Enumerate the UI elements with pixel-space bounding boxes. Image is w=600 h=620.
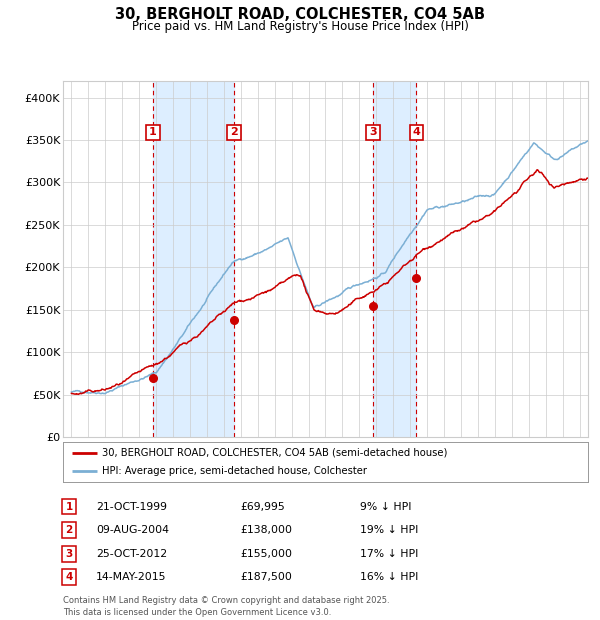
Text: Price paid vs. HM Land Registry's House Price Index (HPI): Price paid vs. HM Land Registry's House … (131, 20, 469, 33)
Text: £69,995: £69,995 (240, 502, 285, 512)
Text: 3: 3 (65, 549, 73, 559)
Text: £187,500: £187,500 (240, 572, 292, 582)
Text: 09-AUG-2004: 09-AUG-2004 (96, 525, 169, 535)
Text: 4: 4 (65, 572, 73, 582)
Bar (153, 81, 234, 437)
Text: 9% ↓ HPI: 9% ↓ HPI (360, 502, 412, 512)
Text: HPI: Average price, semi-detached house, Colchester: HPI: Average price, semi-detached house,… (103, 466, 367, 477)
Text: 17% ↓ HPI: 17% ↓ HPI (360, 549, 418, 559)
Text: 1: 1 (149, 127, 157, 137)
Text: 2: 2 (65, 525, 73, 535)
Text: 14-MAY-2015: 14-MAY-2015 (96, 572, 167, 582)
Text: 19% ↓ HPI: 19% ↓ HPI (360, 525, 418, 535)
Text: 30, BERGHOLT ROAD, COLCHESTER, CO4 5AB (semi-detached house): 30, BERGHOLT ROAD, COLCHESTER, CO4 5AB (… (103, 448, 448, 458)
Text: 3: 3 (369, 127, 377, 137)
Text: 1: 1 (65, 502, 73, 512)
Text: 21-OCT-1999: 21-OCT-1999 (96, 502, 167, 512)
Text: £138,000: £138,000 (240, 525, 292, 535)
Text: 25-OCT-2012: 25-OCT-2012 (96, 549, 167, 559)
Text: Contains HM Land Registry data © Crown copyright and database right 2025.
This d: Contains HM Land Registry data © Crown c… (63, 596, 389, 617)
Text: 30, BERGHOLT ROAD, COLCHESTER, CO4 5AB: 30, BERGHOLT ROAD, COLCHESTER, CO4 5AB (115, 7, 485, 22)
Text: 16% ↓ HPI: 16% ↓ HPI (360, 572, 418, 582)
Text: 2: 2 (230, 127, 238, 137)
Text: £155,000: £155,000 (240, 549, 292, 559)
Text: 4: 4 (412, 127, 420, 137)
Bar (373, 81, 416, 437)
